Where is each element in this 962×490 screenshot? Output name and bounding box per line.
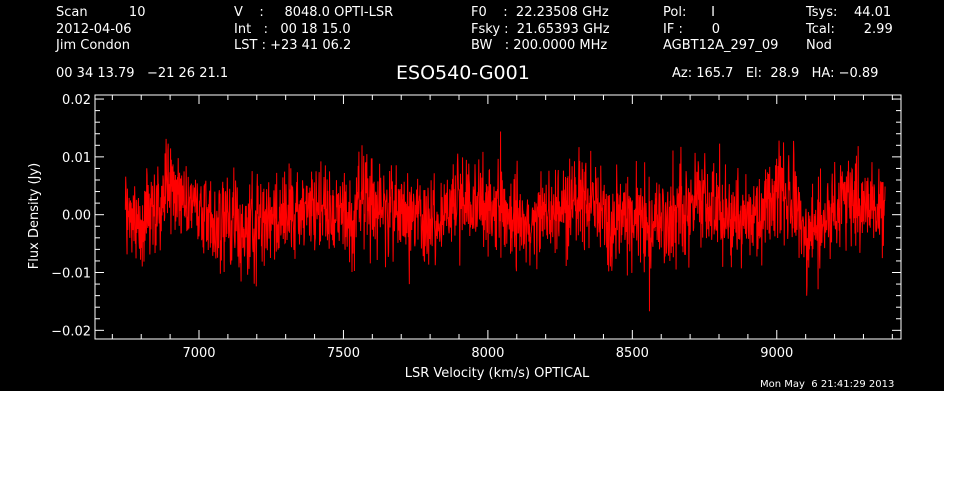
x-tick-label: 8500 [616,346,649,361]
header-lst: LST : +23 41 06.2 [234,38,352,53]
x-axis-label: LSR Velocity (km/s) OPTICAL [405,366,590,381]
header-tsys: Tsys: 44.01 [806,5,892,20]
y-tick-label: 0.01 [62,151,91,166]
y-axis-label: Flux Density (Jy) [27,163,42,269]
x-tick-label: 7000 [182,346,215,361]
x-tick-label: 9000 [760,346,793,361]
x-tick-label: 8000 [471,346,504,361]
axes-layer: 7000 7500 8000 8500 9000 −0.02 −0.01 0.00 0.01 0.… [51,93,902,361]
plot-frame [94,94,902,340]
chart-title: ESO540-G001 [396,62,530,84]
header-if: IF : 0 [663,22,721,37]
header-observer: Jim Condon [56,38,130,53]
header-f0: F0 : 22.23508 GHz [471,5,609,20]
header-pol: Pol: I [663,5,715,20]
header-az-el-ha: Az: 165.7 El: 28.9 HA: −0.89 [672,66,879,81]
header-velocity: V : 8048.0 OPTI-LSR [234,5,394,20]
y-tick-label: 0.02 [62,93,91,108]
timestamp: Mon May 6 21:41:29 2013 [760,379,895,390]
x-tick-label: 7500 [327,346,360,361]
header-integration: Int : 00 18 15.0 [234,22,351,37]
chart: 7000 7500 8000 8500 9000 −0.02 −0.01 0.00 0.01 0.… [27,93,902,381]
header-scan: Scan 10 [56,5,146,20]
header-bw: BW : 200.0000 MHz [471,38,608,53]
header-mode: Nod [806,38,832,53]
header-tcal: Tcal: 2.99 [806,22,893,37]
series-layer [124,131,886,312]
header-project: AGBT12A_297_09 [663,38,779,53]
y-tick-label: 0.00 [62,209,91,224]
header-fsky: Fsky : 21.65393 GHz [471,22,610,37]
header-date: 2012-04-06 [56,22,132,37]
y-tick-label: −0.02 [51,324,91,339]
series-line [124,131,886,312]
plot-panel: Scan 10 2012-04-06 Jim Condon V : 8048.0… [0,0,944,391]
y-tick-label: −0.01 [51,267,91,282]
header-coords: 00 34 13.79 −21 26 21.1 [56,66,229,81]
